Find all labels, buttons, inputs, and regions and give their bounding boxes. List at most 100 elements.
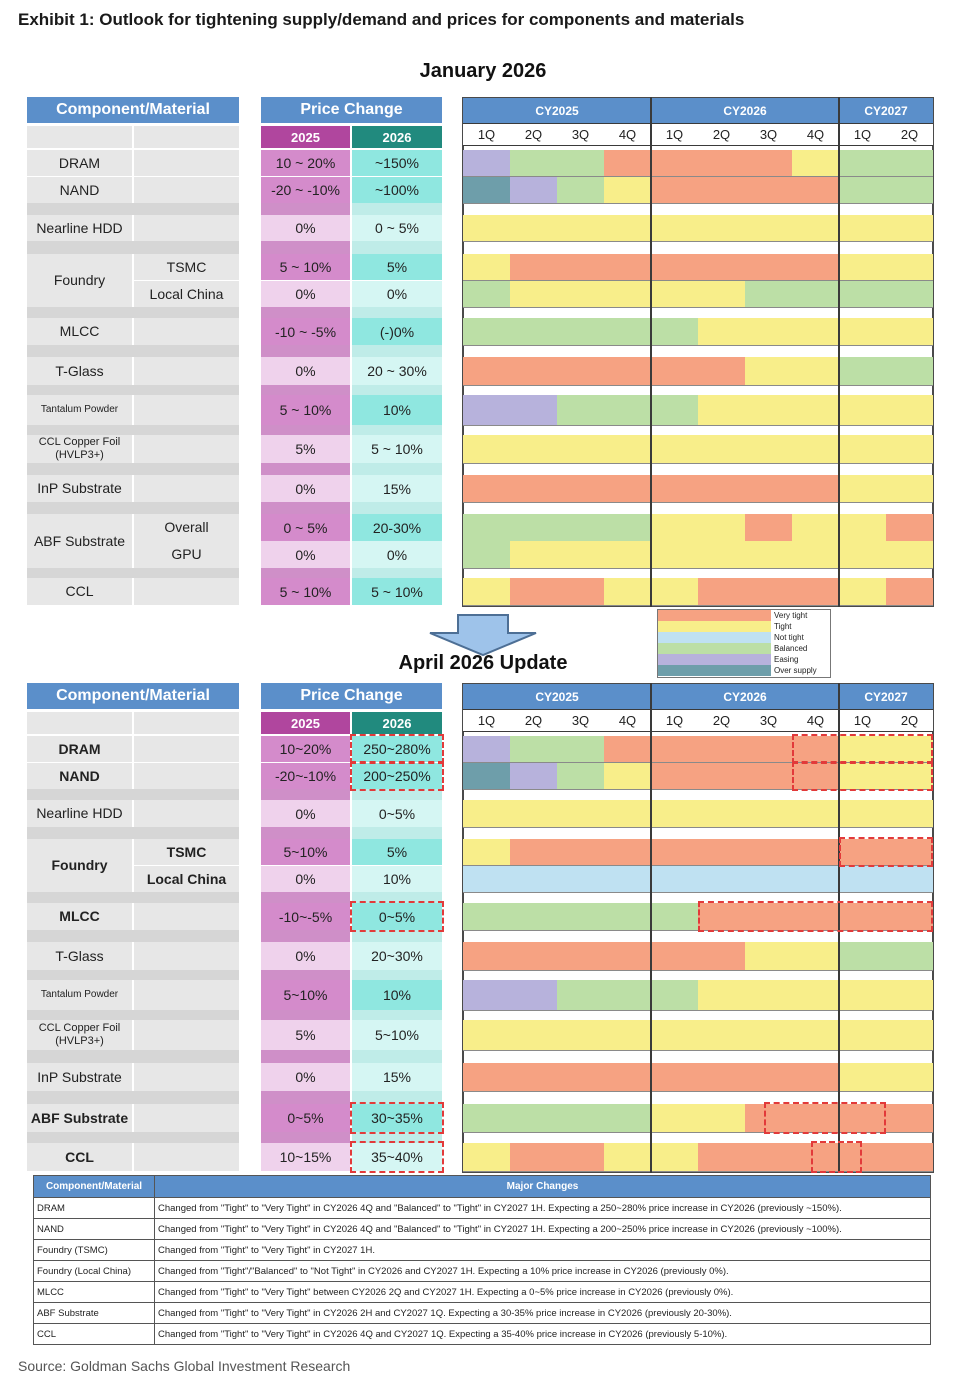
quarter-label: 2Q: [510, 123, 557, 145]
gantt-status-cell: [886, 1063, 933, 1091]
gantt-status-cell: [604, 435, 651, 463]
gantt-status-cell: [557, 514, 604, 541]
row-spacer: [261, 345, 350, 357]
legend-label: Not tight: [774, 633, 804, 642]
gantt-status-cell: [698, 903, 745, 930]
gantt-status-cell: [651, 942, 698, 970]
gantt-status-cell: [839, 736, 886, 762]
major-changes-table: Component/Material Major Changes DRAM Cha…: [33, 1175, 931, 1345]
component-subheader-blank: [27, 712, 132, 734]
component-label: CCL Copper Foil (HVLP3+): [27, 435, 132, 463]
row-spacer: [261, 385, 350, 395]
component-label: Nearline HDD: [27, 215, 132, 241]
gantt-status-cell: [604, 254, 651, 280]
gantt-status-cell: [792, 1143, 839, 1171]
gantt-status-cell: [792, 395, 839, 425]
gantt-status-cell: [886, 578, 933, 605]
row-spacer: [352, 1010, 442, 1020]
gantt-status-cell: [510, 942, 557, 970]
price-2025-cell: -10~-5%: [261, 903, 350, 930]
gantt-status-cell: [463, 1020, 510, 1050]
gantt-status-cell: [510, 150, 557, 176]
component-subheader-blank: [27, 126, 132, 148]
quarter-label: 2Q: [698, 709, 745, 731]
component-sublabel: Overall: [134, 514, 239, 541]
gantt-status-cell: [886, 475, 933, 502]
quarter-label: 2Q: [510, 709, 557, 731]
gantt-status-cell: [463, 177, 510, 203]
gantt-status-cell: [651, 150, 698, 176]
price-2025-cell: 0%: [261, 281, 350, 307]
gantt-status-cell: [463, 736, 510, 762]
cy-year-header: CY2026: [651, 684, 839, 709]
notes-change: Changed from "Tight" to "Very Tight" in …: [154, 1239, 931, 1261]
quarter-label: 4Q: [604, 709, 651, 731]
price-2025-cell: 0%: [261, 866, 350, 892]
gantt-status-cell: [886, 541, 933, 568]
price-2025-cell: 0%: [261, 942, 350, 970]
row-spacer: [27, 970, 239, 980]
price-2026-cell: 0~5%: [352, 903, 442, 930]
cy-year-header: CY2025: [463, 684, 651, 709]
gantt-status-cell: [839, 150, 886, 176]
gantt-status-cell: [651, 866, 698, 892]
notes-change: Changed from "Tight" to "Very Tight" in …: [154, 1197, 931, 1219]
gantt-status-cell: [463, 1104, 510, 1132]
component-label: CCL Copper Foil (HVLP3+): [27, 1020, 132, 1050]
row-spacer: [261, 1091, 350, 1104]
gantt-status-cell: [698, 1143, 745, 1171]
quarter-label: 3Q: [745, 709, 792, 731]
row-spacer: [352, 892, 442, 903]
gantt-row-divider: [463, 241, 933, 242]
legend-swatch: [658, 610, 771, 621]
year-2026-header: 2026: [352, 712, 442, 734]
component-label: MLCC: [27, 318, 132, 345]
gantt-status-cell: [557, 980, 604, 1010]
gantt-status-cell: [463, 1063, 510, 1091]
gantt-status-cell: [557, 578, 604, 605]
gantt-status-cell: [510, 215, 557, 241]
gantt-status-cell: [698, 215, 745, 241]
gantt-status-cell: [886, 942, 933, 970]
gantt-status-cell: [792, 578, 839, 605]
component-label: Tantalum Powder: [27, 980, 132, 1010]
gantt-status-cell: [886, 866, 933, 892]
price-2025-cell: 0%: [261, 541, 350, 568]
gantt-status-cell: [745, 578, 792, 605]
gantt-status-cell: [886, 318, 933, 345]
component-label: T-Glass: [27, 942, 132, 970]
gantt-row-divider: [463, 605, 933, 606]
gantt-status-cell: [651, 1063, 698, 1091]
gantt-status-cell: [792, 215, 839, 241]
component-sublabel: Local China: [134, 866, 239, 892]
gantt-status-cell: [745, 281, 792, 307]
component-label: Tantalum Powder: [27, 395, 132, 425]
gantt-status-cell: [886, 395, 933, 425]
notes-change: Changed from "Tight"/"Balanced" to "Not …: [154, 1260, 931, 1282]
gantt-status-cell: [651, 736, 698, 762]
gantt-row-divider: [463, 385, 933, 386]
legend-label: Easing: [774, 655, 799, 664]
component-sublabel: TSMC: [134, 839, 239, 865]
gantt-row-divider: [463, 203, 933, 204]
notes-component: Foundry (TSMC): [33, 1239, 155, 1261]
gantt-status-cell: [510, 763, 557, 789]
gantt-status-cell: [839, 903, 886, 930]
gantt-status-cell: [557, 763, 604, 789]
gantt-status-cell: [886, 800, 933, 827]
price-2026-cell: 0~5%: [352, 800, 442, 827]
gantt-status-cell: [745, 435, 792, 463]
gantt-status-cell: [792, 763, 839, 789]
legend-swatch: [658, 621, 771, 632]
quarter-label: 4Q: [792, 709, 839, 731]
gantt-status-cell: [839, 177, 886, 203]
gantt-status-cell: [839, 1143, 886, 1171]
gantt-status-cell: [745, 1063, 792, 1091]
gantt-status-cell: [604, 1104, 651, 1132]
component-label: NAND: [27, 177, 132, 203]
gantt-status-cell: [463, 866, 510, 892]
gantt-status-cell: [792, 318, 839, 345]
price-2025-cell: 10~15%: [261, 1143, 350, 1171]
gantt-status-cell: [557, 1063, 604, 1091]
gantt-status-cell: [510, 800, 557, 827]
